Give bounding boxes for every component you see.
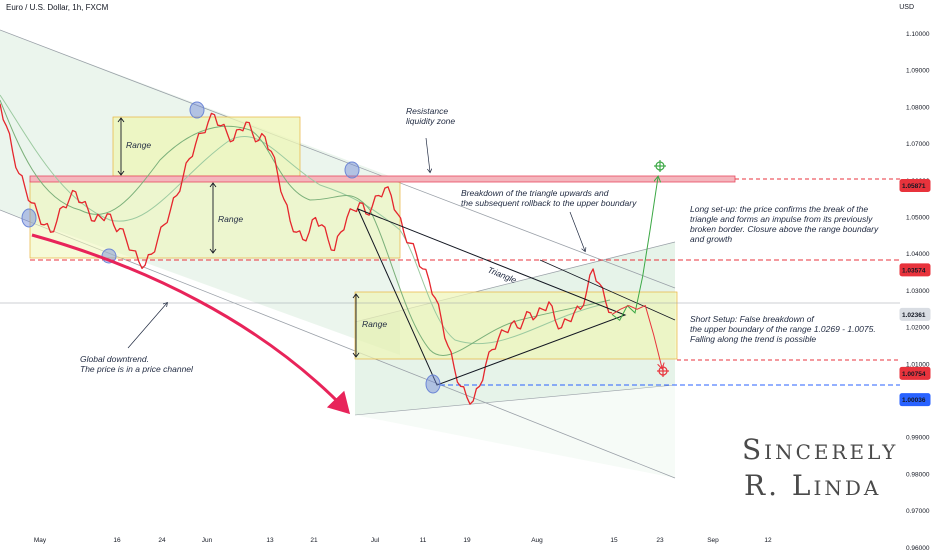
touch-circle-1 (21, 208, 37, 228)
x-tick-label: 23 (656, 537, 664, 544)
signature-line-1: Sincerely (742, 433, 899, 466)
x-tick-label: 13 (266, 537, 274, 544)
resistance-zone (29, 175, 736, 183)
y-tick-label: 0.97000 (906, 508, 930, 515)
price-channel-right-lower (355, 385, 675, 478)
x-tick-label: Jul (371, 537, 380, 544)
label-range-right: Range (362, 319, 387, 329)
x-tick-label: Sep (707, 537, 719, 544)
pointer-resistance (425, 137, 430, 172)
svg-text:1.00754: 1.00754 (902, 371, 926, 378)
forecast-short-path (611, 304, 662, 368)
price-label-1.03574: 1.03574 (899, 263, 931, 277)
channel-base-line (354, 384, 676, 416)
svg-text:1.05871: 1.05871 (902, 183, 926, 190)
triangle-breakout-line (539, 259, 676, 321)
x-tick-label: 11 (420, 537, 427, 544)
touch-circle-5 (425, 374, 441, 394)
y-tick-label: 0.99000 (906, 435, 930, 442)
signature-line-2: R. Linda (744, 469, 882, 502)
target-down-icon (657, 365, 669, 377)
price-label-1.05871: 1.05871 (899, 179, 931, 193)
label-downtrend: Global downtrend. The price is in a price… (80, 354, 194, 374)
y-tick-label: 1.10000 (906, 31, 930, 38)
triangle-pattern (357, 208, 627, 386)
x-tick-label: 15 (610, 537, 618, 544)
currency-label: USD (899, 4, 914, 11)
target-up-icon (654, 160, 666, 172)
price-labels: 1.05871 1.03574 1.02361 1.00754 1.00036 (899, 179, 931, 407)
pointer-breakdown (569, 211, 585, 251)
x-tick-label: Jun (202, 537, 213, 544)
ma-slow-line (0, 94, 601, 345)
y-tick-label: 1.01000 (906, 361, 930, 368)
y-tick-label: 1.08000 (906, 104, 930, 111)
y-tick-label: 0.96000 (906, 545, 930, 550)
x-tick-label: 24 (158, 537, 166, 544)
x-tick-label: May (34, 537, 47, 544)
y-axis[interactable]: 1.100001.090001.080001.070001.060001.050… (906, 31, 930, 550)
price-line (0, 103, 613, 405)
signature: Sincerely R. Linda (742, 432, 898, 504)
price-label-1.00036: 1.00036 (899, 393, 931, 407)
label-resistance: Resistance liquidity zone (406, 106, 455, 126)
touch-circle-3 (189, 101, 205, 119)
y-tick-label: 1.09000 (906, 68, 930, 75)
price-label-1.02361: 1.02361 (899, 307, 931, 321)
y-tick-label: 1.03000 (906, 288, 930, 295)
svg-text:1.00036: 1.00036 (902, 397, 926, 404)
forecast-long-path (611, 177, 658, 322)
label-breakdown: Breakdown of the triangle upwards and the… (461, 188, 637, 208)
touch-circles (21, 101, 441, 394)
x-tick-label: 19 (463, 537, 471, 544)
svg-text:1.03574: 1.03574 (902, 267, 926, 274)
y-tick-label: 1.04000 (906, 251, 930, 258)
x-tick-label: 12 (764, 537, 772, 544)
ma-fast-line (0, 99, 611, 356)
channel-upper-line (0, 29, 676, 289)
svg-text:1.02361: 1.02361 (902, 312, 926, 319)
label-short-setup: Short Setup: False breakdown of the upper… (690, 314, 876, 344)
x-tick-label: Aug (531, 537, 543, 544)
range-arrows (117, 117, 360, 358)
range-box-mid (29, 179, 401, 259)
label-range-mid: Range (218, 214, 243, 224)
label-long-setup: Long set-up: the price confirms the brea… (690, 204, 879, 244)
x-axis[interactable]: May 16 24 Jun 13 21 Jul 11 19 Aug 15 23 Sep 12 (34, 537, 772, 544)
label-range-top: Range (126, 140, 151, 150)
y-tick-label: 0.98000 (906, 471, 930, 478)
chart-title: Euro / U.S. Dollar, 1h, FXCM (6, 3, 109, 12)
downtrend-arrow (31, 233, 351, 415)
touch-circle-4 (344, 161, 360, 179)
price-label-1.00754: 1.00754 (899, 366, 931, 380)
pointer-downtrend (127, 303, 167, 349)
x-tick-label: 16 (113, 537, 121, 544)
x-tick-label: 21 (310, 537, 318, 544)
y-tick-label: 1.07000 (906, 141, 930, 148)
label-triangle: Triangle (486, 265, 518, 286)
y-tick-label: 1.05000 (906, 215, 930, 222)
y-tick-label: 1.02000 (906, 325, 930, 332)
